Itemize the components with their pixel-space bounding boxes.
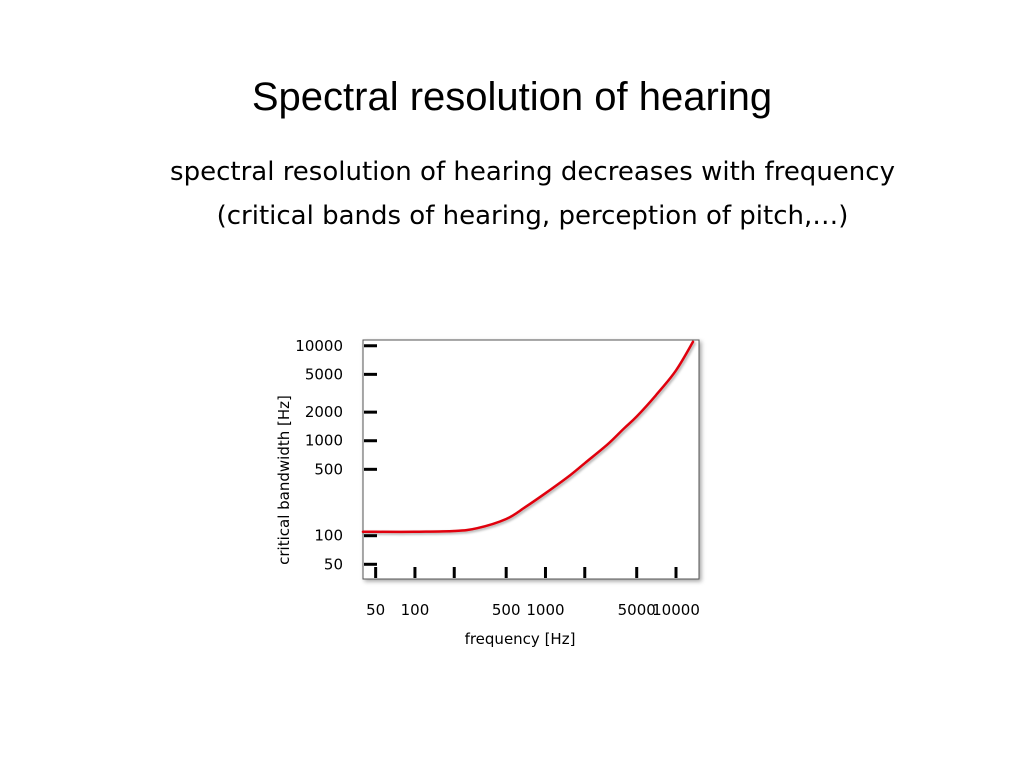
x-tick-label: 50 [366, 601, 385, 619]
x-tick-label: 5000 [618, 601, 656, 619]
y-tick-label: 5000 [305, 365, 343, 383]
x-axis-label: frequency [Hz] [465, 630, 576, 648]
slide-title: Spectral resolution of hearing [251, 75, 773, 119]
critical-bandwidth-curve [361, 340, 695, 534]
y-tick-label: 50 [324, 555, 343, 573]
y-tick-labels: 10000 5000 2000 1000 500 100 50 [295, 337, 343, 574]
y-tick-label: 10000 [295, 337, 343, 355]
y-tick-label: 1000 [305, 432, 343, 450]
y-tick-label: 500 [314, 460, 343, 478]
y-axis-label: critical bandwidth [Hz] [275, 395, 293, 565]
y-tick-label: 100 [314, 527, 343, 545]
y-tick-marks [364, 344, 377, 566]
x-tick-label: 500 [492, 601, 521, 619]
y-tick-label: 2000 [305, 403, 343, 421]
plot-area [362, 339, 700, 580]
subtitle-line: spectral resolution of hearing decreases… [170, 157, 895, 187]
x-tick-label: 10000 [652, 601, 700, 619]
x-tick-marks [374, 567, 678, 578]
x-tick-label: 1000 [526, 601, 564, 619]
x-tick-label: 100 [401, 601, 430, 619]
subtitle-line: (critical bands of hearing, perception o… [216, 201, 849, 231]
